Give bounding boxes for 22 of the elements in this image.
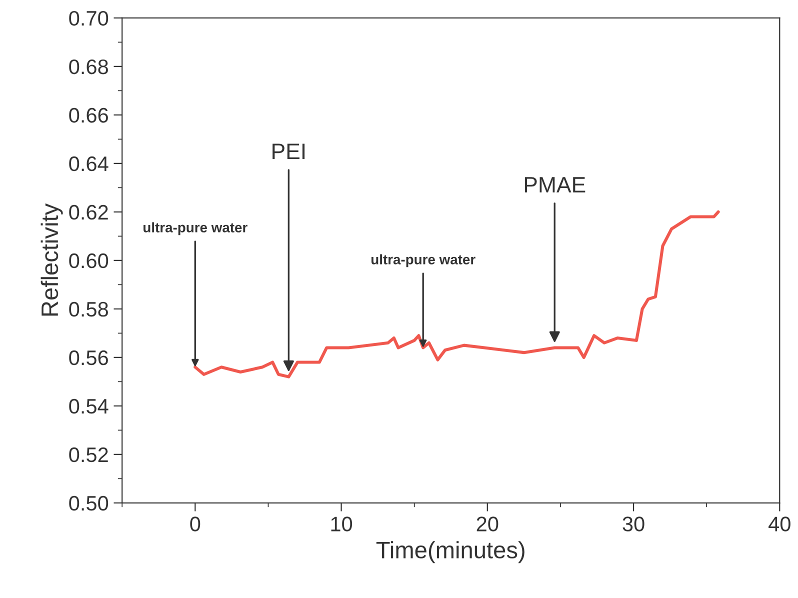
y-tick-label: 0.52 [69, 447, 108, 462]
x-tick-label: 30 [622, 516, 644, 532]
y-tick-label: 0.58 [69, 302, 108, 317]
x-axis-title: Time(minutes) [376, 541, 524, 564]
x-tick-label: 40 [768, 516, 790, 532]
x-tick-label: 10 [331, 516, 352, 532]
y-tick-label: 0.68 [69, 59, 108, 74]
annotation: ultra-pure water [144, 222, 248, 236]
y-tick-label: 0.66 [69, 108, 108, 123]
annotation: PMAE [524, 177, 586, 192]
y-tick-label: 0.50 [69, 496, 108, 511]
y-tick-label: 0.54 [69, 398, 108, 414]
y-axis-title: Reflectivity [40, 203, 63, 316]
annotation: PEI [272, 144, 305, 160]
x-tick-label: 20 [476, 516, 498, 532]
y-tick-label: 0.56 [69, 350, 108, 366]
y-tick-label: 0.64 [69, 156, 108, 172]
x-tick-label: 0 [190, 516, 200, 532]
y-tick-label: 0.60 [69, 253, 108, 268]
y-tick-label: 0.62 [69, 204, 108, 220]
y-tick-label: 0.70 [69, 10, 108, 26]
annotation: ultra-pure water [371, 254, 476, 268]
